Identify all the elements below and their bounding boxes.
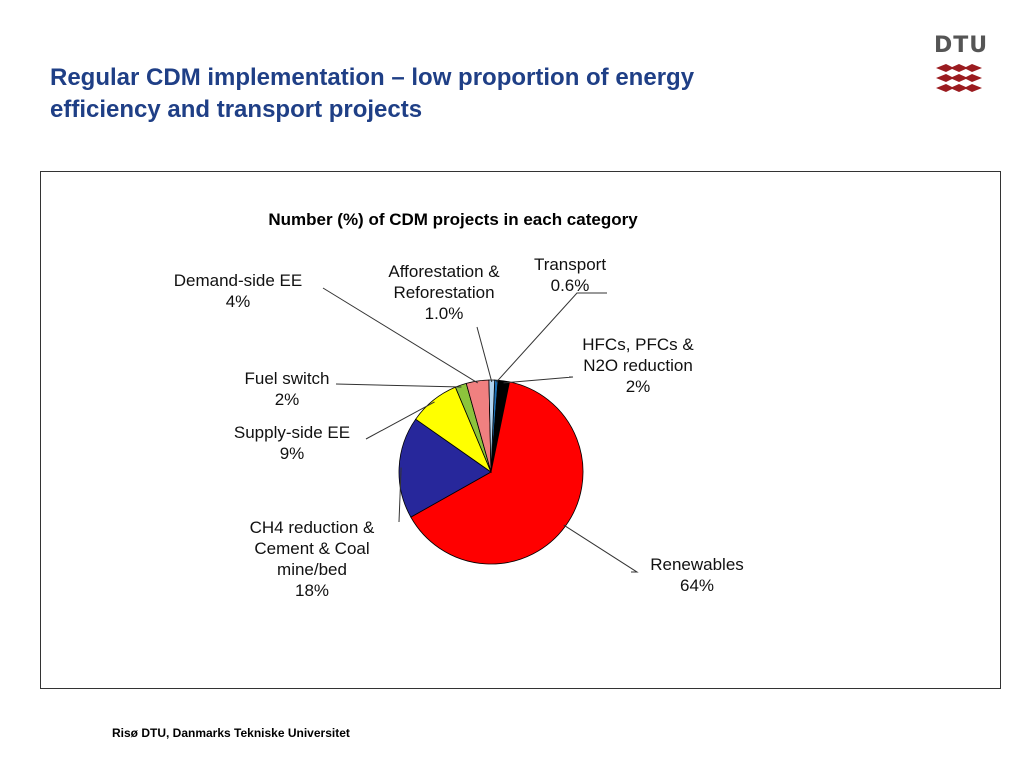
page-title: Regular CDM implementation – low proport… xyxy=(50,62,870,126)
chart-title: Number (%) of CDM projects in each categ… xyxy=(268,210,638,229)
chart-frame: Number (%) of CDM projects in each categ… xyxy=(40,171,1001,689)
pie-slice xyxy=(398,418,492,518)
footer-text: Risø DTU, Danmarks Tekniske Universitet xyxy=(112,726,350,740)
page-title-line-2: efficiency and transport projects xyxy=(50,96,423,123)
leader-line xyxy=(563,524,639,573)
dtu-logo-stripe xyxy=(936,84,982,92)
leader-line xyxy=(476,326,493,383)
pie-slice xyxy=(488,379,496,473)
data-label: Supply-side EE 9% xyxy=(234,423,350,463)
data-label: Afforestation & Reforestation 1.0% xyxy=(388,262,500,323)
leader-line xyxy=(365,401,435,440)
dtu-logo-mark-icon xyxy=(936,64,982,92)
leader-line xyxy=(322,287,479,384)
leader-line xyxy=(335,383,462,388)
data-label: HFCs, PFCs & N2O reduction 2% xyxy=(582,335,694,396)
leader-line xyxy=(398,467,402,523)
data-label: Transport 0.6% xyxy=(534,255,606,295)
data-label: Renewables 64% xyxy=(650,555,744,595)
leader-line xyxy=(503,376,574,384)
leader-line xyxy=(495,292,607,383)
data-label: Demand-side EE 4% xyxy=(174,271,303,311)
dtu-logo-stripe xyxy=(936,74,982,82)
dtu-logo: DTU xyxy=(932,33,989,98)
pie-chart: Number (%) of CDM projects in each categ… xyxy=(174,210,744,600)
data-label: Fuel switch 2% xyxy=(244,369,329,409)
data-label: CH4 reduction & Cement & Coal mine/bed 18% xyxy=(250,518,375,600)
dtu-logo-stripe xyxy=(936,64,982,72)
page-title-line-1: Regular CDM implementation – low proport… xyxy=(50,64,695,91)
dtu-logo-text: DTU xyxy=(934,33,989,58)
